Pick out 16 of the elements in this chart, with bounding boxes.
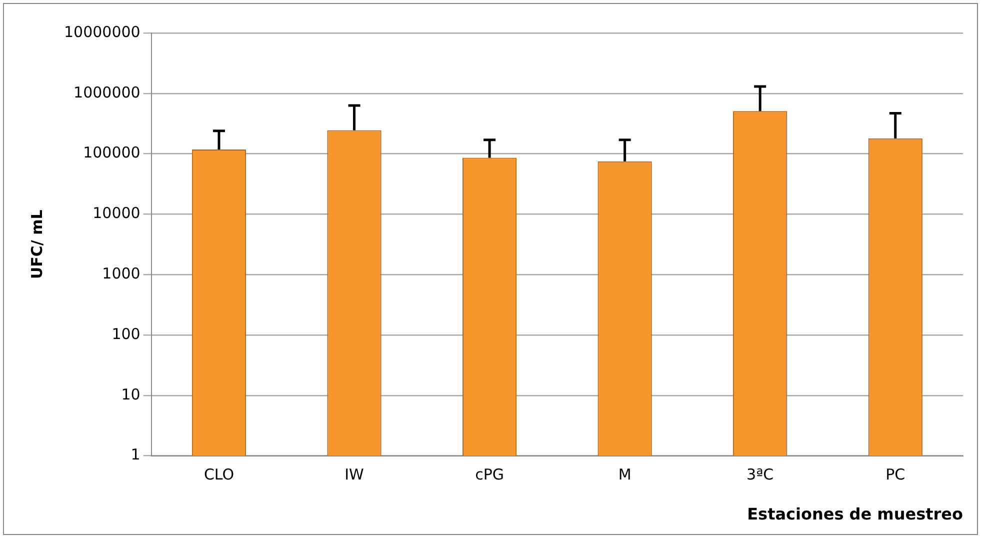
x-tick-label: cPG: [475, 466, 504, 484]
x-tick-label: 3ªC: [746, 466, 774, 484]
y-tick-label: 1: [130, 446, 140, 464]
y-tick-label: 100: [112, 324, 140, 343]
y-axis-title: UFC/ mL: [28, 209, 46, 280]
x-tick-label: IW: [344, 466, 364, 484]
x-axis-title: Estaciones de muestreo: [747, 504, 964, 524]
y-tick-label: 10000000: [64, 22, 140, 41]
y-tick-label: 10: [121, 385, 140, 404]
x-tick-label: PC: [886, 466, 906, 484]
y-tick-label: 10000: [92, 204, 140, 222]
y-tick-label: 100000: [83, 144, 140, 162]
y-tick-label: 1000: [102, 264, 140, 282]
x-tick-label: M: [618, 466, 632, 484]
x-tick-label: CLO: [204, 466, 234, 484]
y-tick-label: 1000000: [74, 83, 140, 102]
